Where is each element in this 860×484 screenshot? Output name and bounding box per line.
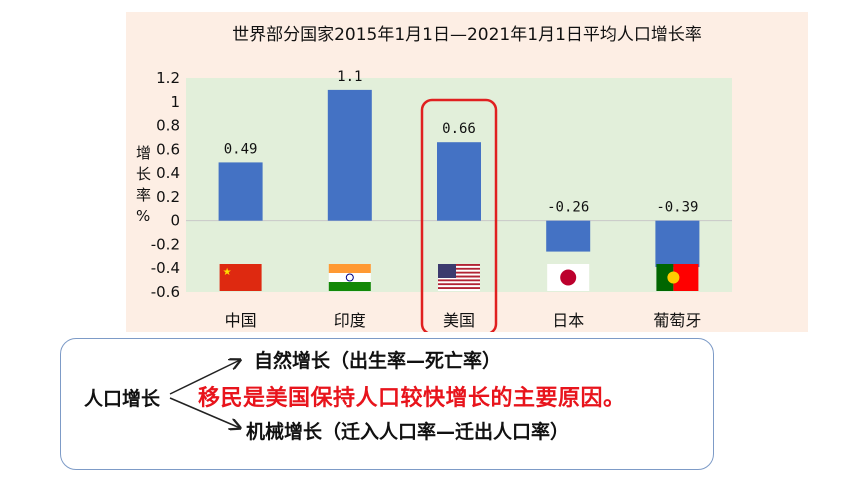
natural-growth-label: 自然增长（出生率—死亡率） bbox=[254, 350, 502, 372]
usa-flag-stripe bbox=[438, 289, 480, 291]
notes-box bbox=[60, 338, 714, 470]
usa-flag-stripe bbox=[438, 271, 480, 274]
usa-flag-stripe bbox=[438, 275, 480, 278]
y-tick-label: -0.4 bbox=[151, 259, 180, 277]
usa-flag-stripe bbox=[438, 287, 480, 290]
emblem-icon bbox=[667, 271, 680, 284]
usa-flag-stripe bbox=[438, 267, 480, 270]
y-axis-label: 增 bbox=[136, 144, 151, 162]
usa-flag-stripe bbox=[438, 265, 480, 268]
india-flag-band bbox=[328, 273, 371, 282]
usa-flag-stripe bbox=[438, 279, 480, 282]
data-label: 0.49 bbox=[224, 141, 258, 157]
y-axis-label: % bbox=[136, 207, 150, 225]
y-axis-label: 率 bbox=[136, 186, 151, 204]
population-growth-label: 人口增长 bbox=[84, 388, 161, 410]
chart-panel: 世界部分国家2015年1月1日—2021年1月1日平均人口增长率 1.2 1 0.8… bbox=[126, 12, 808, 332]
data-label: 1.1 bbox=[337, 69, 362, 85]
category-label: 美国 bbox=[443, 311, 475, 330]
y-tick-label: 0.2 bbox=[156, 188, 180, 206]
mechanical-growth-label: 机械增长（迁入人口率—迁出人口率） bbox=[246, 421, 570, 443]
category-label: 葡萄牙 bbox=[653, 311, 701, 330]
y-tick-label: -0.2 bbox=[151, 235, 180, 253]
category-label: 日本 bbox=[552, 311, 584, 330]
bar bbox=[546, 220, 591, 252]
bar-chart: 1.2 1 0.8 0.6 0.4 0.2 0 -0.2 -0.4 -0.6 增长率% 0.49 ★ 中国… bbox=[136, 69, 732, 332]
usa-flag-stripe bbox=[438, 277, 480, 280]
highlight-box bbox=[420, 98, 498, 332]
category-label: 中国 bbox=[225, 311, 257, 330]
bar bbox=[218, 162, 263, 221]
bar bbox=[437, 142, 481, 221]
sun-icon bbox=[560, 269, 577, 286]
usa-flag-stripe bbox=[438, 281, 480, 284]
chart-title: 世界部分国家2015年1月1日—2021年1月1日平均人口增长率 bbox=[232, 25, 702, 45]
y-tick-label: 0.8 bbox=[156, 117, 180, 135]
usa-flag-stripe bbox=[438, 273, 480, 276]
y-tick-label: 1.2 bbox=[156, 69, 180, 87]
usa-flag-stripe bbox=[438, 283, 480, 286]
usa-flag-stripe bbox=[438, 264, 480, 266]
usa-flag-canton bbox=[438, 264, 456, 278]
y-axis-label: 长 bbox=[136, 165, 151, 183]
bar bbox=[327, 89, 372, 221]
data-label: -0.39 bbox=[656, 200, 698, 216]
y-tick-label: -0.6 bbox=[151, 283, 180, 301]
data-label: 0.66 bbox=[442, 121, 476, 137]
china-flag-icon bbox=[219, 264, 262, 291]
y-tick-label: 1 bbox=[170, 93, 180, 111]
portugal-flag-icon bbox=[656, 264, 674, 291]
usa-flag-stripe bbox=[438, 269, 480, 272]
category-label: 印度 bbox=[334, 311, 366, 330]
data-label: -0.26 bbox=[547, 200, 589, 216]
star-icon: ★ bbox=[223, 267, 232, 278]
chakra-icon bbox=[345, 273, 354, 282]
y-tick-label: 0.6 bbox=[156, 140, 180, 158]
india-flag-icon bbox=[328, 264, 371, 273]
y-tick-label: 0 bbox=[170, 212, 180, 230]
y-tick-label: 0.4 bbox=[156, 164, 180, 182]
bar bbox=[655, 220, 700, 268]
usa-flag-stripe bbox=[438, 285, 480, 288]
conclusion-text: 移民是美国保持人口较快增长的主要原因。 bbox=[198, 386, 626, 411]
india-flag-band bbox=[328, 282, 371, 291]
